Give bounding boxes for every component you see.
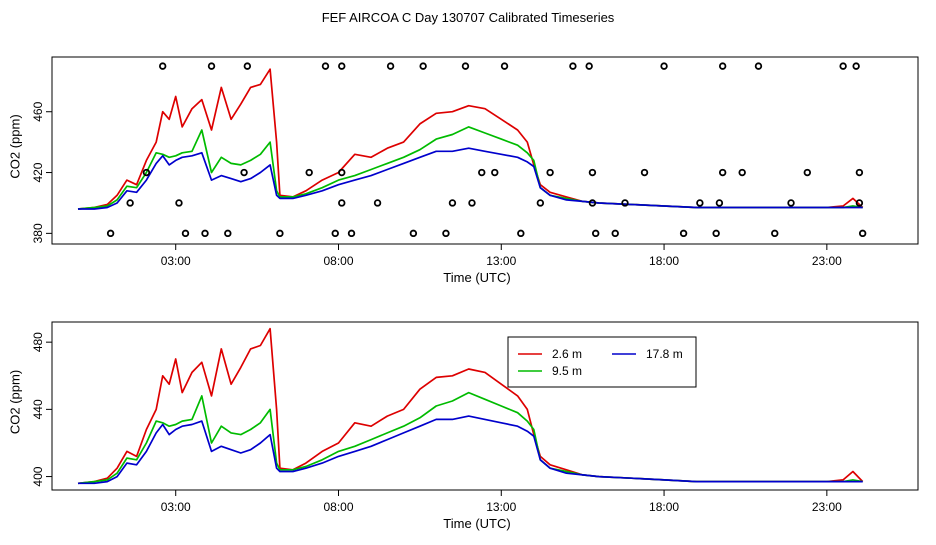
- calibration-point: [588, 168, 597, 177]
- x-tick-label: 08:00: [323, 254, 353, 268]
- calibration-point: [338, 168, 346, 177]
- calibration-point: [585, 62, 593, 70]
- plot-area: [77, 327, 864, 485]
- calibration-point: [754, 62, 763, 70]
- calibration-point: [696, 199, 704, 207]
- calibration-point: [373, 199, 382, 207]
- y-tick-label: 400: [31, 466, 45, 486]
- x-tick-label: 08:00: [323, 500, 353, 514]
- chart-title: FEF AIRCOA C Day 130707 Calibrated Times…: [322, 10, 615, 25]
- top-panel: 03:00 08:00 13:00 18:00 23:00 380 420 460 Time (…: [7, 56, 919, 285]
- calibration-point: [591, 229, 600, 238]
- plot-frame: [51, 321, 919, 491]
- legend-label: 9.5 m: [552, 364, 582, 378]
- series-line-9-5-m: [77, 126, 863, 210]
- series-line-17-8-m: [78, 415, 863, 485]
- legend-label: 17.8 m: [646, 347, 683, 361]
- calibration-point: [240, 168, 248, 177]
- x-tick-label: 18:00: [649, 254, 679, 268]
- y-tick-label: 420: [31, 162, 45, 182]
- calibration-point: [175, 199, 183, 207]
- calibration-point: [276, 229, 284, 238]
- y-tick-label: 380: [31, 223, 45, 243]
- calibration-point: [331, 229, 339, 238]
- plot-frame: [51, 56, 919, 245]
- calibration-point: [588, 199, 597, 207]
- x-tick-label: 13:00: [486, 254, 516, 268]
- calibration-point: [126, 199, 134, 207]
- calibration-point: [712, 229, 720, 238]
- calibration-point: [738, 168, 746, 177]
- legend-label: 2.6 m: [552, 347, 582, 361]
- calibration-point: [338, 199, 346, 207]
- y-tick-label: 440: [31, 399, 45, 419]
- x-tick-label: 23:00: [812, 254, 842, 268]
- calibration-point: [855, 168, 864, 177]
- calibration-point: [621, 199, 629, 207]
- calibration-point: [715, 199, 724, 207]
- series-line-17-8-m: [78, 147, 863, 210]
- x-axis-label: Time (UTC): [443, 270, 510, 285]
- calibration-point: [478, 168, 486, 177]
- calibration-point: [855, 199, 864, 207]
- calibration-point: [569, 62, 577, 70]
- calibration-point: [347, 229, 356, 238]
- y-tick-label: 480: [31, 332, 45, 352]
- x-tick-label: 03:00: [161, 254, 191, 268]
- calibration-point: [491, 168, 499, 177]
- calibration-point: [158, 62, 167, 70]
- calibration-point: [442, 229, 450, 238]
- calibration-point: [338, 62, 346, 70]
- series-line-2-6-m: [77, 327, 864, 485]
- legend: 2.6 m 9.5 m 17.8 m: [507, 336, 697, 388]
- calibration-point: [771, 229, 779, 238]
- calibration-point: [305, 168, 313, 177]
- calibration-point: [321, 62, 330, 70]
- calibration-point: [679, 229, 688, 238]
- x-tick-label: 18:00: [649, 500, 679, 514]
- y-tick-label: 460: [31, 101, 45, 121]
- y-axis-label: CO2 (ppm): [7, 370, 22, 434]
- calibration-point: [803, 168, 812, 177]
- series-line-9-5-m: [77, 391, 863, 485]
- legend-box: [507, 336, 697, 388]
- bottom-panel: 03:00 08:00 13:00 18:00 23:00 400 440 480 Time (…: [7, 321, 919, 531]
- x-tick-label: 03:00: [161, 500, 191, 514]
- calibration-point: [660, 62, 668, 70]
- calibration-point: [640, 168, 649, 177]
- calibration-point: [468, 199, 476, 207]
- calibration-point: [517, 229, 525, 238]
- series-line-2-6-m: [77, 68, 864, 210]
- y-axis-label: CO2 (ppm): [7, 114, 22, 178]
- calibration-point: [448, 199, 457, 207]
- calibration-point: [839, 62, 847, 70]
- calibration-point: [181, 229, 190, 238]
- calibration-point: [461, 62, 470, 70]
- calibration-point: [224, 229, 232, 238]
- calibration-point: [858, 229, 867, 238]
- calibration-point: [611, 229, 619, 238]
- calibration-point: [536, 199, 545, 207]
- x-tick-label: 13:00: [486, 500, 516, 514]
- x-axis-label: Time (UTC): [443, 516, 510, 531]
- calibration-point: [201, 229, 209, 238]
- calibration-point: [386, 62, 395, 70]
- calibration-point: [787, 199, 795, 207]
- plot-area: [77, 68, 864, 210]
- calibration-point: [409, 229, 418, 238]
- calibration-point: [852, 62, 860, 70]
- calibration-point: [142, 168, 151, 177]
- calibration-point: [546, 168, 554, 177]
- calibration-point: [718, 168, 727, 177]
- calibration-point: [500, 62, 509, 70]
- calibration-point: [419, 62, 427, 70]
- x-tick-label: 23:00: [812, 500, 842, 514]
- calibration-point: [106, 229, 115, 238]
- calibration-point: [243, 62, 252, 70]
- calibration-point: [718, 62, 727, 70]
- calibration-point: [207, 62, 216, 70]
